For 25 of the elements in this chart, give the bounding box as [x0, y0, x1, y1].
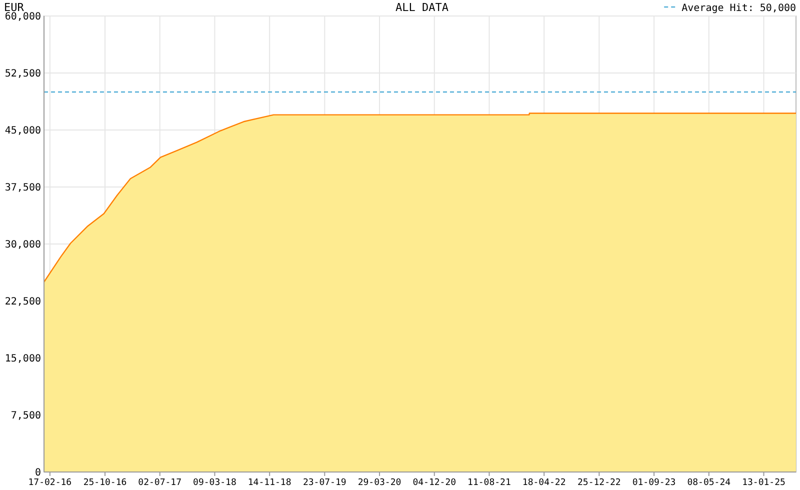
y-tick-label: 60,000 [4, 12, 41, 22]
y-tick-label: 22,500 [4, 296, 41, 308]
x-tick-label: 08-05-24 [687, 478, 731, 488]
x-tick-label: 09-03-18 [193, 478, 236, 488]
x-tick-label: 04-12-20 [412, 478, 456, 488]
y-tick-label: 30,000 [4, 240, 41, 250]
x-tick-label: 02-07-17 [138, 478, 182, 488]
x-tick-label: 18-04-22 [522, 478, 566, 488]
y-tick-label: 7,500 [10, 410, 41, 422]
x-tick-label: 29-03-20 [358, 478, 402, 488]
y-tick-label: 15,000 [4, 354, 41, 364]
y-tick-label: 52,500 [4, 68, 41, 80]
y-tick-label: 37,500 [4, 182, 41, 194]
x-tick-label: 25-12-22 [577, 478, 621, 488]
x-tick-label: 25-10-16 [83, 478, 127, 488]
x-tick-label: 17-02-16 [28, 478, 72, 488]
y-tick-label: 0 [34, 468, 41, 478]
x-tick-label: 23-07-19 [302, 478, 346, 488]
chart-subtitle: ALL DATA [396, 1, 449, 14]
x-tick-label: 14-11-18 [248, 478, 292, 488]
x-tick-label: 01-09-23 [632, 478, 676, 488]
y-tick-label: 45,000 [4, 126, 41, 136]
x-tick-label: 11-08-21 [468, 478, 511, 488]
legend-label: Average Hit: 50,000 [682, 3, 796, 14]
x-tick-label: 13-01-25 [742, 478, 786, 488]
